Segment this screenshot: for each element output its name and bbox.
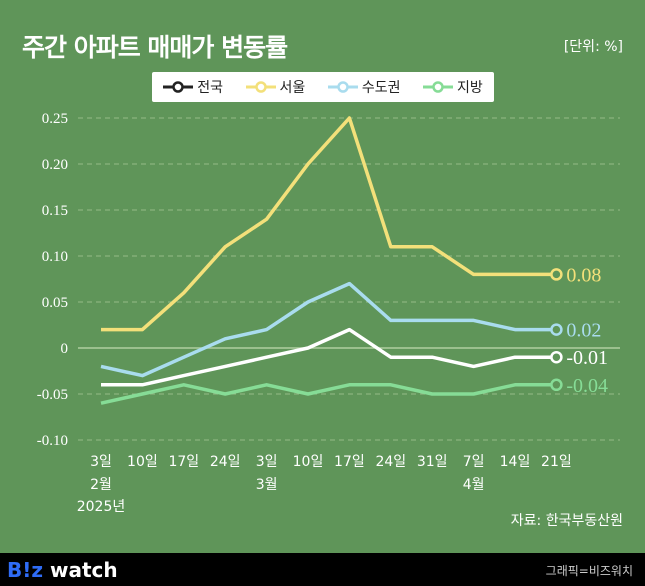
y-tick-label: -0.10 bbox=[37, 433, 68, 449]
y-tick-label: 0.20 bbox=[42, 157, 68, 173]
series-line-지방 bbox=[100, 383, 557, 405]
x-tick-label: 24일 bbox=[210, 454, 241, 470]
month-label: 4월 bbox=[463, 477, 485, 493]
y-tick-label: 0.15 bbox=[42, 203, 68, 219]
x-tick-label: 31일 bbox=[417, 454, 448, 470]
x-tick-label: 17일 bbox=[168, 454, 199, 470]
line-chart: 0.25 0.20 0.15 0.10 0.05 0 -0.05 -0.10 3일 10일 17일 2… bbox=[37, 111, 620, 515]
x-tick-label: 21일 bbox=[541, 454, 572, 470]
graphic-credit: 그래픽=비즈워치 bbox=[545, 564, 633, 578]
legend: 전국 서울 수도권 지방 bbox=[152, 72, 494, 102]
x-tick-label: 17일 bbox=[334, 454, 365, 470]
x-tick-label: 14일 bbox=[500, 454, 531, 470]
y-tick-label: -0.05 bbox=[37, 387, 68, 403]
source-label: 자료: 한국부동산원 bbox=[510, 513, 623, 529]
end-value-label: 0.08 bbox=[566, 264, 601, 286]
month-label: 3월 bbox=[256, 477, 278, 493]
month-label: 2월 bbox=[90, 477, 112, 493]
logo-watch: watch bbox=[43, 558, 118, 582]
x-tick-label: 7일 bbox=[463, 454, 485, 470]
logo-z: z bbox=[31, 558, 44, 582]
x-tick-label: 24일 bbox=[375, 454, 406, 470]
end-value-label: -0.01 bbox=[566, 347, 608, 369]
legend-label: 서울 bbox=[279, 80, 306, 96]
x-tick-label: 10일 bbox=[293, 454, 324, 470]
end-marker bbox=[550, 350, 563, 364]
series-line-서울 bbox=[101, 116, 557, 332]
bizwatch-logo: B!z watch bbox=[7, 558, 118, 582]
logo-excl: ! bbox=[22, 558, 32, 582]
logo-b: B bbox=[7, 558, 23, 582]
legend-item: 전국 bbox=[163, 77, 223, 97]
y-tick-label: 0.05 bbox=[42, 295, 68, 311]
legend-item: 수도권 bbox=[327, 77, 401, 97]
end-marker bbox=[550, 268, 563, 281]
legend-marker-icon bbox=[422, 81, 453, 93]
y-tick-label: 0.25 bbox=[42, 111, 68, 127]
footer: B!z watch 그래픽=비즈워치 bbox=[0, 553, 645, 586]
unit-label: [단위: %] bbox=[563, 39, 623, 55]
legend-marker-icon bbox=[245, 81, 276, 93]
legend-marker-icon bbox=[163, 81, 194, 93]
legend-marker-icon bbox=[327, 81, 358, 93]
x-tick-label: 3일 bbox=[256, 454, 278, 470]
year-label: 2025년 bbox=[77, 499, 126, 515]
end-marker bbox=[550, 378, 563, 392]
legend-item: 서울 bbox=[245, 77, 306, 97]
end-value-label: -0.04 bbox=[566, 375, 608, 397]
x-tick-label: 3일 bbox=[90, 454, 112, 470]
series-line-수도권 bbox=[100, 281, 557, 378]
y-tick-label: 0.10 bbox=[42, 249, 68, 265]
chart-title: 주간 아파트 매매가 변동률 bbox=[22, 33, 288, 62]
end-value-label: 0.02 bbox=[566, 320, 601, 342]
y-tick-label: 0 bbox=[61, 341, 69, 357]
legend-label: 수도권 bbox=[361, 80, 401, 96]
legend-label: 지방 bbox=[456, 80, 483, 96]
legend-label: 전국 bbox=[197, 80, 224, 96]
end-marker bbox=[550, 323, 563, 336]
series-line-전국 bbox=[101, 327, 557, 387]
legend-item: 지방 bbox=[422, 77, 483, 97]
x-tick-label: 10일 bbox=[127, 454, 158, 470]
